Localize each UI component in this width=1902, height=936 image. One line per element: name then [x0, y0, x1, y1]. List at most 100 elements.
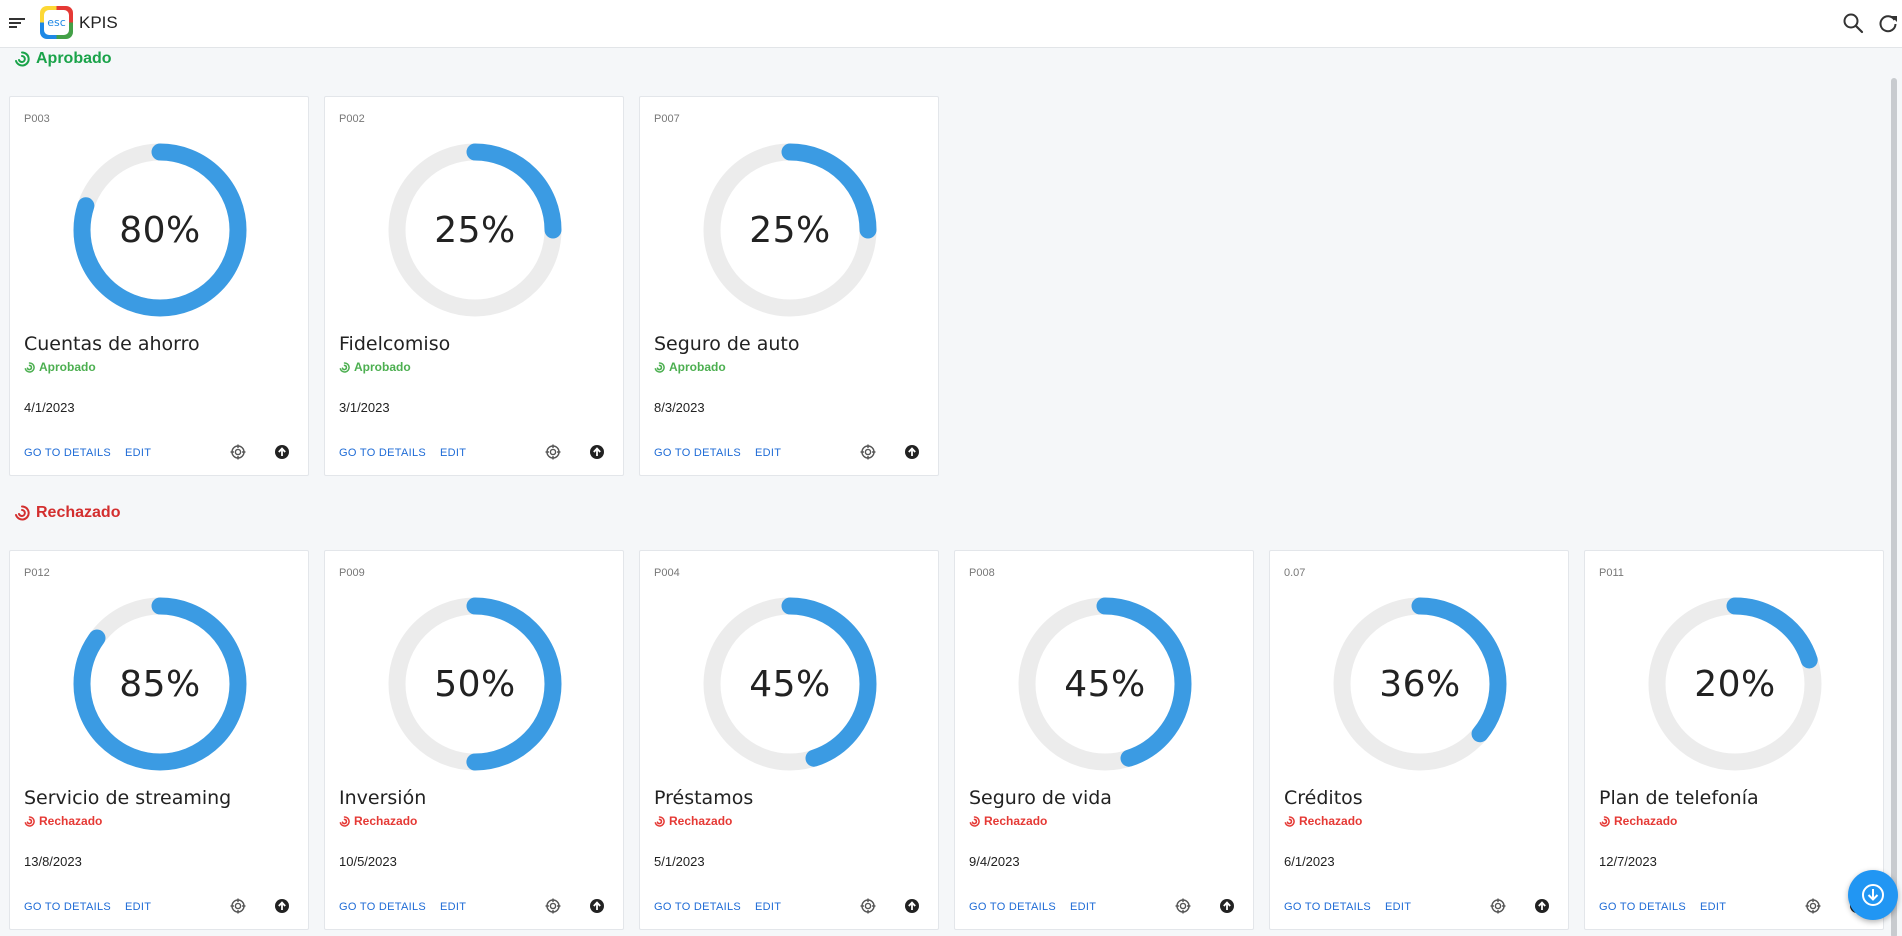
kpi-status: Rechazado: [339, 814, 417, 828]
kpi-date: 4/1/2023: [24, 400, 75, 415]
kpi-status: Aprobado: [654, 360, 726, 374]
upload-icon[interactable]: [274, 444, 290, 460]
kpi-card: P009 50% Inversión Rechazado 10/5/2023 G…: [324, 550, 624, 930]
group-title-label: Aprobado: [36, 50, 112, 67]
kpi-status: Rechazado: [654, 814, 732, 828]
menu-icon[interactable]: [8, 14, 26, 32]
kpi-status-label: Rechazado: [354, 814, 418, 828]
kpi-date: 8/3/2023: [654, 400, 705, 415]
edit-button[interactable]: EDIT: [440, 447, 467, 459]
target-icon[interactable]: [1805, 898, 1821, 914]
status-icon: [339, 815, 350, 827]
kpi-code: P008: [969, 567, 995, 579]
upload-icon[interactable]: [904, 898, 920, 914]
kpi-card: P004 45% Préstamos Rechazado 5/1/2023 GO…: [639, 550, 939, 930]
upload-icon[interactable]: [274, 898, 290, 914]
progress-gauge: 25%: [702, 142, 878, 318]
card-actions: GO TO DETAILS EDIT: [24, 901, 151, 913]
status-icon: [24, 361, 35, 373]
kpi-card: P007 25% Seguro de auto Aprobado 8/3/202…: [639, 96, 939, 476]
target-icon[interactable]: [545, 444, 561, 460]
gauge-value-label: 50%: [434, 663, 516, 705]
gauge-ring: [73, 143, 247, 317]
kpi-name: Cuentas de ahorro: [24, 333, 200, 355]
scrollbar-thumb[interactable]: [1891, 78, 1897, 936]
go-to-details-button[interactable]: GO TO DETAILS: [339, 447, 427, 459]
group-title-approved: Aprobado: [14, 50, 112, 68]
status-icon: [1599, 815, 1610, 827]
gauge-fill: [1018, 597, 1192, 771]
go-to-details-button[interactable]: GO TO DETAILS: [24, 901, 112, 913]
gauge-ring: [388, 143, 562, 317]
go-to-details-button[interactable]: GO TO DETAILS: [24, 447, 112, 459]
kpi-date: 3/1/2023: [339, 400, 390, 415]
gauge-value-label: 25%: [434, 209, 516, 251]
target-icon[interactable]: [1490, 898, 1506, 914]
edit-button[interactable]: EDIT: [1070, 901, 1097, 913]
upload-icon[interactable]: [589, 444, 605, 460]
kpi-status: Rechazado: [1284, 814, 1362, 828]
kpi-status-label: Aprobado: [669, 360, 726, 374]
gauge-fill: [1648, 597, 1822, 771]
kpi-status: Rechazado: [24, 814, 102, 828]
card-actions: GO TO DETAILS EDIT: [654, 447, 781, 459]
go-to-details-button[interactable]: GO TO DETAILS: [1599, 901, 1687, 913]
go-to-details-button[interactable]: GO TO DETAILS: [654, 901, 742, 913]
go-to-details-button[interactable]: GO TO DETAILS: [654, 447, 742, 459]
kpi-name: Inversión: [339, 787, 427, 809]
kpi-code: P003: [24, 113, 50, 125]
kpi-name: Seguro de vida: [969, 787, 1112, 809]
kpi-date: 5/1/2023: [654, 854, 705, 869]
upload-icon[interactable]: [589, 898, 605, 914]
search-icon[interactable]: [1842, 12, 1864, 34]
gauge-fill: [388, 143, 562, 317]
status-icon: [969, 815, 980, 827]
status-icon: [15, 51, 30, 67]
gauge-value-label: 36%: [1379, 663, 1461, 705]
gauge-ring: [703, 143, 877, 317]
upload-icon[interactable]: [1534, 898, 1550, 914]
status-icon: [339, 361, 350, 373]
target-icon[interactable]: [860, 898, 876, 914]
edit-button[interactable]: EDIT: [1700, 901, 1727, 913]
status-icon: [15, 505, 30, 521]
card-actions: GO TO DETAILS EDIT: [339, 447, 466, 459]
edit-button[interactable]: EDIT: [440, 901, 467, 913]
go-to-details-button[interactable]: GO TO DETAILS: [969, 901, 1057, 913]
download-fab-button[interactable]: [1848, 870, 1898, 920]
gauge-fill: [388, 597, 562, 771]
edit-button[interactable]: EDIT: [755, 447, 782, 459]
kpi-code: P002: [339, 113, 365, 125]
vertical-scrollbar[interactable]: [1890, 48, 1898, 936]
edit-button[interactable]: EDIT: [125, 901, 152, 913]
kpi-status-label: Aprobado: [39, 360, 96, 374]
group-title-label: Rechazado: [36, 504, 121, 521]
card-actions: GO TO DETAILS EDIT: [24, 447, 151, 459]
target-icon[interactable]: [230, 444, 246, 460]
kpi-status: Aprobado: [24, 360, 96, 374]
gauge-ring: [388, 597, 562, 771]
refresh-icon[interactable]: [1877, 12, 1899, 34]
target-icon[interactable]: [545, 898, 561, 914]
kpi-date: 6/1/2023: [1284, 854, 1335, 869]
edit-button[interactable]: EDIT: [755, 901, 782, 913]
kpi-date: 13/8/2023: [24, 854, 82, 869]
kpi-status-label: Rechazado: [984, 814, 1048, 828]
upload-icon[interactable]: [1219, 898, 1235, 914]
edit-button[interactable]: EDIT: [1385, 901, 1412, 913]
gauge-ring: [1018, 597, 1192, 771]
target-icon[interactable]: [230, 898, 246, 914]
go-to-details-button[interactable]: GO TO DETAILS: [339, 901, 427, 913]
go-to-details-button[interactable]: GO TO DETAILS: [1284, 901, 1372, 913]
progress-gauge: 80%: [72, 142, 248, 318]
upload-icon[interactable]: [904, 444, 920, 460]
kpi-date: 9/4/2023: [969, 854, 1020, 869]
card-actions: GO TO DETAILS EDIT: [1599, 901, 1726, 913]
kpi-card: P012 85% Servicio de streaming Rechazado…: [9, 550, 309, 930]
edit-button[interactable]: EDIT: [125, 447, 152, 459]
target-icon[interactable]: [860, 444, 876, 460]
card-actions: GO TO DETAILS EDIT: [654, 901, 781, 913]
kpi-card: P008 45% Seguro de vida Rechazado 9/4/20…: [954, 550, 1254, 930]
target-icon[interactable]: [1175, 898, 1191, 914]
status-icon: [654, 815, 665, 827]
